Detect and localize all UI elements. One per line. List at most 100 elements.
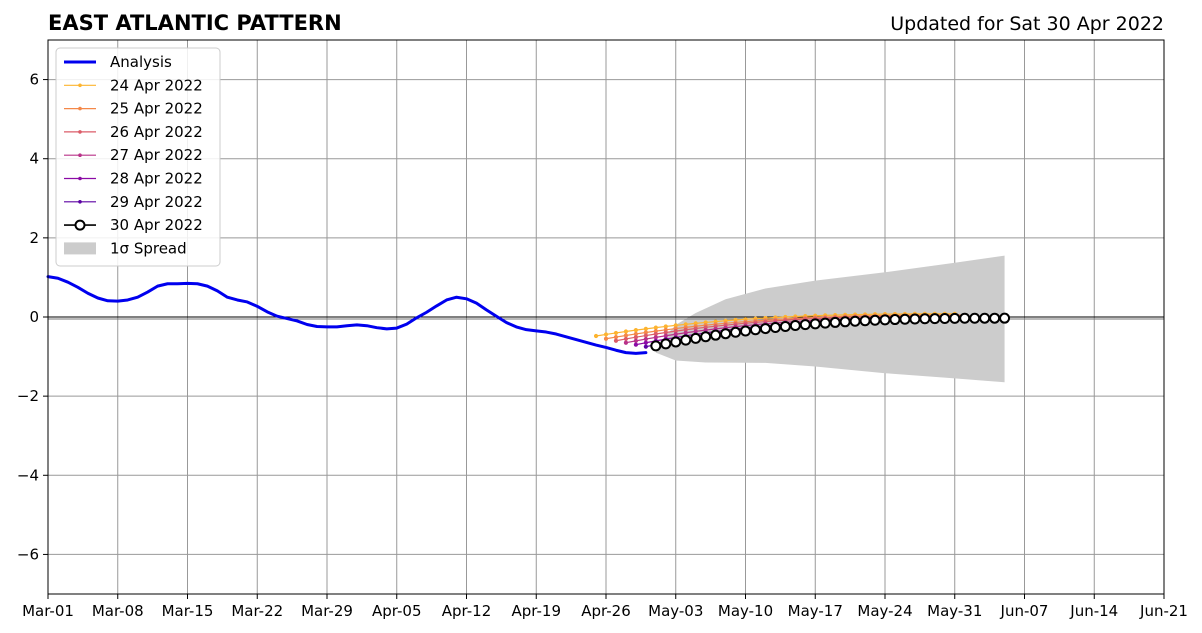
y-tick-label: 4 [29,150,39,168]
legend-label: 1σ Spread [110,239,187,257]
forecast-marker [710,329,722,341]
forecast-marker [799,319,811,331]
y-tick-label: 6 [29,71,39,89]
legend-label: 27 Apr 2022 [110,146,203,164]
forecast-marker [959,312,971,324]
forecast-marker [740,325,751,337]
chart-title: EAST ATLANTIC PATTERN [48,11,342,35]
forecast-marker [603,332,609,337]
forecast-marker [643,344,648,349]
forecast-marker [849,315,861,327]
x-tick-label: Mar-22 [231,602,283,620]
y-tick-label: 2 [29,229,39,247]
x-tick-label: May-17 [788,602,843,620]
legend-label: 24 Apr 2022 [110,76,203,94]
legend-marker [74,219,86,231]
forecast-marker [789,320,801,332]
x-tick-label: Jun-14 [1069,602,1118,620]
forecast-marker [643,340,648,345]
y-tick-label: −4 [17,466,39,484]
forecast-marker [749,324,761,336]
forecast-marker [809,318,821,330]
forecast-marker [623,336,629,342]
forecast-marker [613,334,619,340]
forecast-marker [939,312,951,324]
x-tick-label: May-24 [857,602,912,620]
forecast-marker [949,312,961,324]
forecast-marker [720,328,732,340]
forecast-marker [653,335,658,340]
legend-marker [78,106,82,111]
forecast-marker [859,315,871,327]
legend-label: 25 Apr 2022 [110,100,203,118]
forecast-marker [999,312,1011,324]
forecast-marker [650,340,662,352]
forecast-marker [633,328,638,333]
axis-ticks: Mar-01 Mar-08 Mar-15 Mar-22 Mar-29 Apr-05 Apr-… [17,71,1188,620]
legend-entry: 29 Apr 2022 [64,193,203,211]
forecast-marker [603,336,609,341]
forecast-marker [623,333,629,338]
forecast-marker [643,333,648,338]
legend-entry: 27 Apr 2022 [64,146,203,164]
forecast-marker [769,321,781,333]
legend-entry: 24 Apr 2022 [64,76,203,94]
forecast-marker [633,342,638,347]
forecast-marker [633,335,638,340]
legend-entry: 30 Apr 2022 [64,216,203,234]
legend-marker [78,153,82,157]
forecast-marker [660,338,672,350]
x-tick-label: Mar-29 [301,602,353,620]
forecast-marker [623,340,629,345]
forecast-2022-05-01 [650,312,1011,352]
forecast-marker [909,313,921,325]
forecast-marker [623,329,629,334]
forecast-marker [989,312,1001,324]
forecast-marker [839,316,851,328]
x-tick-label: Apr-26 [581,602,631,620]
analysis-series [46,275,648,355]
forecast-marker [759,323,771,335]
chart-subtitle: Updated for Sat 30 Apr 2022 [890,13,1164,35]
x-tick-label: Mar-15 [162,602,214,620]
forecast-marker [969,312,981,324]
y-tick-label: −6 [17,545,39,563]
forecast-marker [979,312,991,324]
forecast-marker [889,314,901,326]
x-tick-label: Apr-12 [442,602,492,620]
legend-marker [78,200,82,204]
forecast-marker [643,326,648,331]
forecast-marker [899,313,911,325]
forecast-marker [869,314,881,326]
x-tick-label: May-03 [648,602,703,620]
forecast-marker [700,331,712,343]
legend-label: 28 Apr 2022 [110,170,203,188]
legend-marker [78,130,82,134]
forecast-marker [829,316,841,328]
x-tick-label: Mar-01 [22,602,74,620]
forecast-marker [613,330,619,336]
forecast-marker [653,331,658,337]
legend-entry: Analysis [64,53,172,71]
legend-marker [78,83,82,88]
x-tick-label: May-10 [718,602,773,620]
forecast-marker [680,334,692,346]
forecast-marker [919,313,931,325]
forecast-marker [879,314,891,326]
y-tick-label: −2 [17,387,39,405]
forecast-marker [670,336,682,348]
forecast-marker [653,325,658,330]
x-tick-label: Jun-07 [1000,602,1049,620]
legend-entry: 1σ Spread [64,239,187,257]
analysis-line [46,275,648,355]
forecast-marker [730,326,742,338]
legend-entry: 28 Apr 2022 [64,170,203,188]
legend-marker [78,176,82,181]
legend-label: 30 Apr 2022 [110,216,203,234]
legend-box [55,47,221,267]
legend-entry: 25 Apr 2022 [64,100,203,118]
legend-swatch [64,242,96,255]
legend-label: Analysis [110,53,172,71]
forecast-marker [633,338,638,343]
